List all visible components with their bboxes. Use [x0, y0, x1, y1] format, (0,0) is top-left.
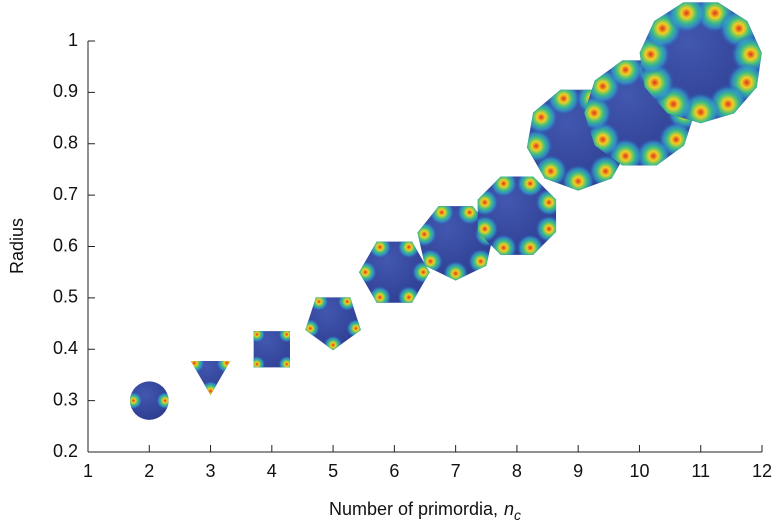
- glyph-spot: [607, 60, 644, 88]
- glyph-spot: [156, 391, 169, 410]
- glyph-spot: [278, 331, 290, 343]
- glyph-spot: [253, 331, 266, 343]
- glyph-body: [253, 331, 290, 368]
- glyph-spot: [516, 234, 544, 255]
- glyph-body: [359, 241, 430, 303]
- glyph: [359, 241, 430, 303]
- y-axis-label: Radius: [7, 218, 27, 274]
- glyph-body: [130, 381, 169, 420]
- glyph-spot: [417, 221, 437, 247]
- glyph-fill: [253, 331, 290, 368]
- glyph-spot: [305, 319, 320, 338]
- glyph: [130, 381, 169, 420]
- glyph-spot: [368, 241, 392, 259]
- x-tick-label: 11: [691, 461, 710, 481]
- y-tick-label: 0.4: [53, 338, 78, 358]
- x-tick-label: 6: [389, 461, 399, 481]
- glyph-spot: [253, 355, 266, 368]
- y-tick-label: 0.9: [53, 81, 78, 101]
- glyph: [190, 360, 231, 396]
- glyph-spot: [359, 260, 377, 284]
- y-tick-label: 0.8: [53, 133, 78, 153]
- glyph-spot: [337, 297, 357, 311]
- glyph-spot: [323, 335, 343, 351]
- glyph-spot: [346, 319, 361, 338]
- glyph-spot: [429, 206, 455, 225]
- glyph-spot: [368, 285, 392, 303]
- glyph-spot: [526, 129, 553, 163]
- glyph-spot: [397, 241, 421, 259]
- x-tick-label: 10: [629, 461, 649, 481]
- x-axis-label-text: Number of primordia,: [329, 499, 498, 519]
- glyph-spot: [200, 380, 221, 396]
- x-tick-label: 3: [206, 461, 216, 481]
- glyph-fill: [130, 381, 169, 420]
- x-axis-label-symbol: n: [504, 499, 514, 519]
- x-axis-label: Number of primordia, nc: [329, 499, 521, 523]
- x-tick-label: 8: [512, 461, 522, 481]
- y-tick-label: 0.7: [53, 184, 78, 204]
- x-tick-label: 2: [144, 461, 154, 481]
- y-tick-label: 0.3: [53, 389, 78, 409]
- glyph-spot: [468, 248, 494, 274]
- y-tick-label: 0.6: [53, 235, 78, 255]
- y-tick-label: 0.5: [53, 287, 78, 307]
- glyph-body: [190, 360, 231, 396]
- x-tick-label: 1: [83, 461, 93, 481]
- x-tick-label: 4: [267, 461, 277, 481]
- glyph: [305, 297, 361, 351]
- y-tick-label: 0.2: [53, 441, 78, 461]
- x-tick-label: 5: [328, 461, 338, 481]
- x-tick-label: 9: [573, 461, 583, 481]
- glyph-spot: [216, 360, 231, 374]
- glyph-spot: [278, 355, 290, 368]
- glyph: [253, 331, 290, 368]
- glyph-body: [305, 297, 361, 351]
- glyph-spot: [535, 188, 557, 216]
- glyph-spot: [443, 260, 469, 281]
- x-tick-label: 12: [752, 461, 772, 481]
- glyph-spot: [190, 360, 205, 374]
- x-tick-label: 7: [451, 461, 461, 481]
- glyph-spot: [130, 391, 143, 410]
- glyph-spot: [309, 297, 329, 311]
- x-axis-label-subscript: c: [514, 507, 521, 523]
- glyph-spot: [490, 176, 518, 198]
- glyph-spot: [397, 285, 421, 303]
- glyph-spot: [546, 89, 581, 116]
- y-tick-label: 1: [68, 30, 78, 50]
